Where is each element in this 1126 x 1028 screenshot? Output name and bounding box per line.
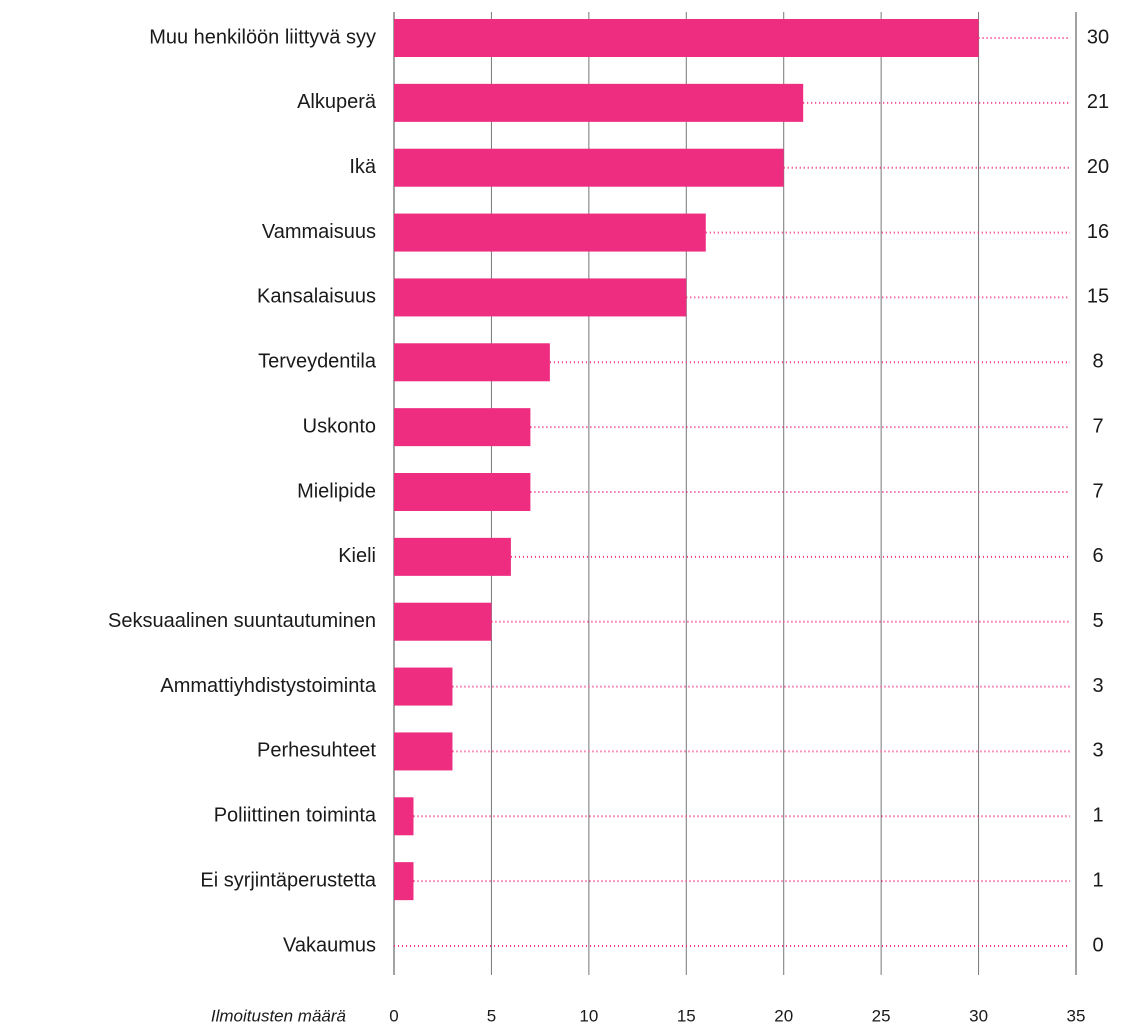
y-tick-label: Terveydentila [258,351,377,373]
value-label: 3 [1092,740,1103,762]
x-tick-label: 25 [872,1006,891,1025]
x-tick-label: 35 [1067,1006,1086,1025]
bar [394,667,453,706]
value-label: 7 [1092,415,1103,437]
value-label: 1 [1092,805,1103,827]
y-tick-label: Perhesuhteet [257,740,376,762]
x-tick-label: 30 [969,1006,988,1025]
y-tick-label: Muu henkilöön liittyvä syy [149,26,376,48]
x-tick-label: 5 [487,1006,496,1025]
y-tick-label: Kansalaisuus [257,286,376,308]
bar [394,278,687,317]
value-label: 3 [1092,675,1103,697]
x-axis-title: Ilmoitusten määrä [211,1006,346,1025]
bar [394,602,492,641]
bar [394,732,453,771]
value-label: 0 [1092,934,1103,956]
bar [394,537,511,576]
x-tick-label: 15 [677,1006,696,1025]
bar [394,83,804,122]
x-tick-label: 20 [774,1006,793,1025]
y-tick-label: Uskonto [303,415,376,437]
y-tick-label: Vammaisuus [262,221,376,243]
value-label: 1 [1092,869,1103,891]
bar [394,19,979,57]
bar [394,797,414,836]
y-tick-label: Ammattiyhdistystoiminta [160,675,376,697]
x-tick-label: 10 [579,1006,598,1025]
y-tick-label: Vakaumus [283,934,376,956]
y-tick-label: Ei syrjintäperustetta [200,869,377,891]
value-label: 21 [1087,91,1109,113]
value-label: 30 [1087,26,1109,48]
value-label: 20 [1087,156,1109,178]
y-tick-label: Kieli [338,545,376,567]
value-label: 16 [1087,221,1109,243]
value-label: 8 [1092,351,1103,373]
bar [394,343,550,382]
bar [394,213,706,252]
y-tick-label: Poliittinen toiminta [214,805,377,827]
bar [394,408,531,447]
value-label: 7 [1092,480,1103,502]
value-label: 6 [1092,545,1103,567]
y-tick-label: Ikä [349,156,377,178]
y-tick-label: Alkuperä [297,91,377,113]
bar [394,473,531,511]
y-tick-label: Mielipide [297,480,376,502]
x-tick-label: 0 [389,1006,398,1025]
value-label: 15 [1087,286,1109,308]
value-label: 5 [1092,610,1103,632]
bar [394,862,414,901]
y-tick-label: Seksuaalinen suuntautuminen [108,610,376,632]
bar [394,148,784,187]
